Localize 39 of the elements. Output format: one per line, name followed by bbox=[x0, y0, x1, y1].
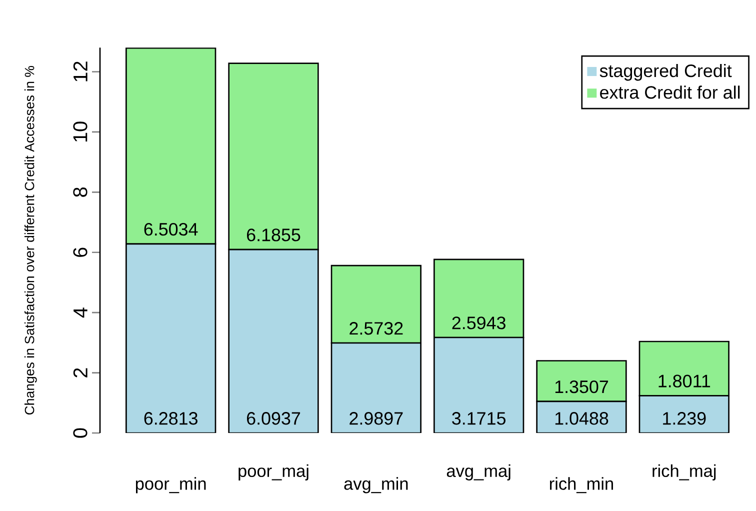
x-tick-label: rich_min bbox=[550, 477, 613, 494]
y-tick-label: 4 bbox=[74, 308, 88, 318]
bar bbox=[332, 342, 421, 433]
bar bbox=[330, 264, 422, 344]
bar bbox=[434, 338, 524, 433]
y-tick-label: 8 bbox=[73, 187, 88, 197]
x-tick-label: avg_min bbox=[344, 477, 408, 494]
data-label: 2.5732 bbox=[350, 322, 403, 335]
y-axis-title: Changes in Satisfaction over different Credit Accesses in % bbox=[24, 66, 37, 415]
data-label: 6.2813 bbox=[144, 412, 198, 425]
bar bbox=[126, 244, 216, 433]
data-label: 1.0488 bbox=[555, 412, 608, 425]
bar bbox=[638, 395, 730, 433]
data-label: 1.8011 bbox=[658, 374, 710, 388]
bar bbox=[228, 62, 319, 250]
y-tick-label: 0 bbox=[73, 428, 88, 438]
data-label: 6.0937 bbox=[246, 412, 300, 425]
bar bbox=[434, 258, 524, 338]
data-label: 6.1855 bbox=[246, 228, 300, 242]
x-tick-label: avg_maj bbox=[446, 464, 510, 480]
x-tick-label: poor_maj bbox=[238, 464, 308, 480]
y-tick-label: 12 bbox=[73, 62, 88, 82]
y-tick-label: 2 bbox=[73, 368, 88, 378]
bar bbox=[638, 340, 730, 396]
bar bbox=[536, 360, 627, 402]
data-label: 2.5943 bbox=[452, 316, 506, 330]
data-label: 3.1715 bbox=[452, 412, 506, 425]
data-label: 1.239 bbox=[663, 412, 706, 425]
legend-label: staggered Credit bbox=[600, 64, 732, 81]
data-label: 2.9897 bbox=[350, 412, 403, 425]
bar bbox=[126, 48, 216, 245]
y-tick-label: 6 bbox=[73, 248, 88, 257]
y-tick-label: 10 bbox=[73, 122, 88, 142]
x-tick-label: rich_maj bbox=[652, 464, 716, 480]
bar bbox=[228, 250, 318, 433]
data-label: 6.5034 bbox=[144, 222, 198, 236]
legend-label: extra Credit for all bbox=[600, 86, 740, 99]
data-label: 1.3507 bbox=[555, 380, 608, 394]
x-tick-label: poor_min bbox=[136, 477, 206, 494]
